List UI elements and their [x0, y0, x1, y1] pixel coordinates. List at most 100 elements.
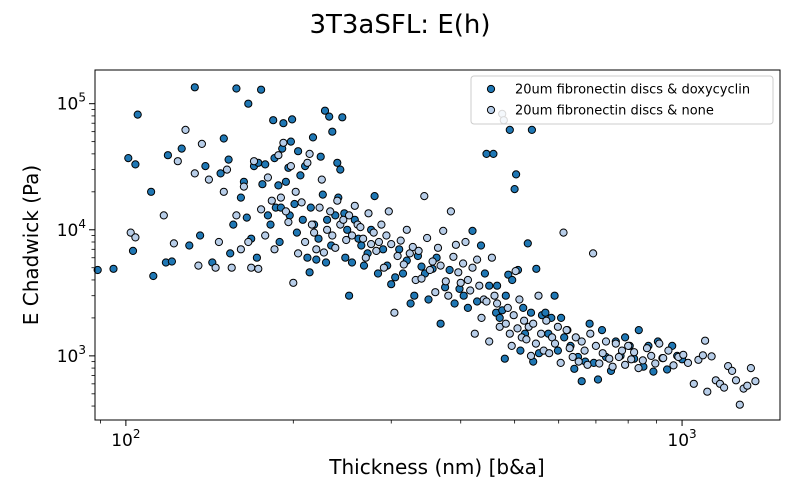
- series-2-point-139: [562, 326, 571, 335]
- series-2-point-170: [669, 361, 678, 370]
- series-2-point-86: [433, 243, 443, 252]
- series-1-point-91: [391, 273, 400, 282]
- series-2-point-102: [473, 255, 482, 264]
- series-1-point-82: [357, 241, 366, 250]
- series-2-point-93: [451, 240, 460, 249]
- series-2-point-66: [377, 220, 386, 229]
- series-2-point-43: [315, 203, 324, 212]
- series-2-point-106: [482, 297, 491, 306]
- series-2-point-20: [249, 157, 259, 166]
- x-tick-label-1: 103: [667, 427, 696, 451]
- series-2-point-95: [456, 278, 465, 287]
- series-2-point-132: [542, 316, 551, 325]
- series-2-point-91: [446, 207, 455, 216]
- series-1-point-109: [463, 303, 472, 312]
- series-1-point-66: [323, 215, 332, 224]
- series-2-point-26: [270, 245, 279, 254]
- series-2-point-133: [545, 349, 554, 358]
- series-2-point-182: [720, 383, 729, 392]
- series-2-point-53: [342, 235, 351, 245]
- series-2-point-58: [356, 223, 365, 232]
- series-2-point-49: [331, 243, 340, 252]
- series-1-point-5: [133, 110, 142, 119]
- series-1-point-90: [387, 280, 396, 289]
- series-2-point-152: [601, 337, 611, 346]
- x-axis-label: Thickness (nm) [b&a]: [328, 455, 544, 479]
- series-1-point-115: [485, 281, 494, 290]
- series-1-point-132: [523, 239, 532, 248]
- legend-label-2: 20um fibronectin discs & none: [515, 104, 714, 119]
- series-2: [126, 109, 760, 409]
- series-1-point-113: [480, 269, 489, 278]
- legend-label-1: 20um fibronectin discs & doxycyclin: [515, 83, 750, 98]
- series-1-point-129: [516, 346, 525, 355]
- series-1-point-77: [343, 225, 352, 234]
- legend-marker-2: [486, 105, 496, 115]
- series-1-point-33: [261, 160, 270, 169]
- series-1-point-60: [312, 255, 321, 264]
- series-2-point-54: [345, 211, 354, 220]
- series-2-point-28: [276, 193, 285, 202]
- series-1-point-69: [328, 127, 337, 136]
- series-2-point-177: [701, 336, 710, 345]
- series-1-point-103: [436, 319, 445, 328]
- series-2-point-6: [190, 169, 199, 178]
- series-1-point-18: [219, 134, 228, 143]
- series-1-point-142: [550, 291, 559, 300]
- series-1-point-133: [526, 308, 536, 317]
- series-1-point-98: [417, 262, 426, 271]
- series-2-point-27: [274, 151, 283, 160]
- series-1-point-6: [147, 187, 156, 196]
- series-1-point-126: [510, 185, 519, 194]
- series-1-point-11: [177, 144, 186, 153]
- series-2-point-151: [598, 349, 607, 358]
- series-1-point-19: [224, 155, 233, 164]
- series-2-point-46: [323, 225, 332, 234]
- series-1-point-127: [512, 170, 521, 179]
- series-1-point-154: [593, 375, 603, 384]
- series-2-point-143: [574, 357, 583, 366]
- series-2-point-29: [279, 138, 288, 147]
- series-1-point-112: [476, 241, 486, 250]
- series-1-point-32: [258, 180, 267, 189]
- series-2-point-119: [511, 267, 520, 276]
- series-2-point-136: [553, 322, 563, 331]
- series-2-point-77: [408, 242, 417, 252]
- series-2-point-178: [703, 387, 712, 396]
- series-1-point-111: [473, 297, 482, 306]
- series-2-point-110: [493, 299, 502, 308]
- series-2-point-67: [379, 263, 388, 272]
- series-2-point-48: [328, 231, 337, 240]
- series-2-point-44: [317, 175, 326, 184]
- series-1-point-100: [424, 295, 433, 304]
- series-2-point-117: [507, 341, 516, 350]
- series-1-point-108: [459, 291, 468, 300]
- series-2-point-189: [746, 364, 756, 373]
- series-2-point-140: [565, 344, 574, 353]
- series-1-point-169: [663, 365, 672, 374]
- series-2-point-142: [571, 333, 580, 342]
- series-2-point-147: [586, 329, 595, 338]
- axis-ticks: 102 103 103 104 105: [57, 91, 697, 451]
- series-2-point-148: [589, 249, 598, 258]
- series-2-point-32: [286, 162, 295, 171]
- series-2-point-159: [624, 341, 633, 350]
- series-1-point-10: [167, 257, 176, 266]
- series-2-point-162: [634, 364, 643, 373]
- legend: 20um fibronectin discs & doxycyclin 20um …: [470, 75, 774, 125]
- series-2-point-172: [679, 350, 688, 359]
- series-2-point-92: [449, 252, 458, 261]
- series-2-point-167: [655, 339, 664, 348]
- series-2-point-129: [534, 291, 543, 300]
- series-2-point-76: [405, 249, 414, 258]
- series-2-point-1: [131, 233, 140, 242]
- series-2-point-38: [303, 158, 312, 167]
- series-2-point-137: [556, 358, 565, 367]
- series-1-point-65: [321, 258, 331, 267]
- series-2-point-176: [698, 351, 708, 360]
- series-2-point-94: [454, 268, 463, 277]
- series-1-point-40: [275, 237, 284, 247]
- series-2-point-114: [501, 319, 510, 328]
- series-2-point-153: [605, 354, 614, 363]
- series-1-point-55: [303, 253, 312, 262]
